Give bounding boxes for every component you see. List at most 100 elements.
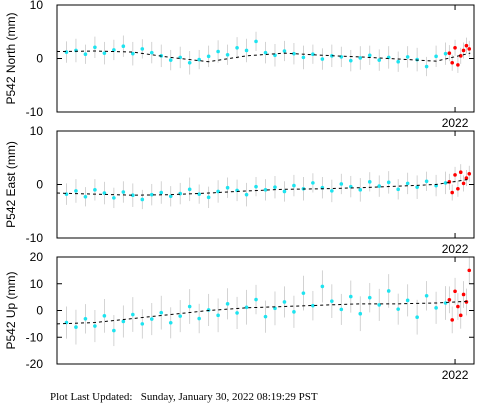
data-point bbox=[244, 192, 249, 197]
data-point bbox=[83, 195, 88, 199]
data-point bbox=[367, 295, 372, 300]
data-point bbox=[464, 176, 469, 180]
data-point bbox=[244, 48, 249, 53]
data-point bbox=[453, 289, 457, 294]
data-point bbox=[197, 316, 201, 321]
data-point bbox=[263, 188, 268, 192]
data-point bbox=[292, 51, 296, 56]
data-point bbox=[282, 189, 287, 194]
y-tick-label: -10 bbox=[26, 330, 44, 344]
y-tick-label: 20 bbox=[30, 250, 44, 264]
data-point bbox=[386, 180, 391, 185]
data-point bbox=[424, 64, 429, 69]
data-point bbox=[396, 187, 400, 192]
model-line bbox=[57, 178, 471, 196]
data-point bbox=[140, 197, 145, 202]
data-point bbox=[358, 188, 363, 192]
data-point bbox=[456, 304, 460, 309]
data-point bbox=[83, 52, 88, 57]
y-tick-label: -20 bbox=[26, 357, 44, 371]
y-tick-label: -10 bbox=[26, 231, 44, 245]
data-point bbox=[131, 193, 135, 197]
y-tick-label: 0 bbox=[36, 52, 43, 66]
data-point bbox=[339, 182, 344, 186]
data-point bbox=[456, 63, 460, 67]
data-point bbox=[93, 188, 97, 192]
data-point bbox=[434, 54, 438, 59]
data-point bbox=[187, 187, 192, 192]
data-point bbox=[64, 50, 69, 54]
data-point bbox=[112, 196, 116, 200]
y-tick-label: 10 bbox=[30, 0, 44, 12]
y-axis-label: P542 Up (mm) bbox=[4, 271, 18, 349]
data-point bbox=[273, 185, 277, 189]
plot-area bbox=[57, 31, 472, 77]
data-point bbox=[216, 49, 220, 54]
y-tick-label: 0 bbox=[36, 304, 43, 318]
data-point bbox=[311, 52, 315, 57]
data-point bbox=[273, 306, 277, 311]
plot-area bbox=[57, 164, 472, 210]
data-point bbox=[405, 298, 410, 303]
data-point bbox=[453, 173, 457, 177]
data-point bbox=[367, 180, 372, 184]
data-point bbox=[443, 51, 448, 56]
data-point bbox=[235, 46, 239, 50]
y-tick-label: 10 bbox=[30, 277, 44, 291]
data-point bbox=[254, 184, 258, 189]
data-point bbox=[458, 170, 463, 174]
data-point bbox=[456, 186, 460, 191]
data-point bbox=[121, 319, 126, 324]
data-point bbox=[197, 192, 201, 196]
data-point bbox=[461, 48, 466, 53]
data-point bbox=[377, 58, 382, 62]
data-point bbox=[159, 310, 164, 315]
footer: Plot Last Updated: Sunday, January 30, 2… bbox=[50, 391, 318, 403]
data-point bbox=[461, 181, 466, 186]
data-point bbox=[121, 190, 126, 194]
data-point bbox=[467, 172, 472, 176]
data-point bbox=[461, 292, 466, 297]
x-tick-label: 2022 bbox=[442, 116, 469, 130]
data-point bbox=[443, 301, 448, 305]
data-point bbox=[168, 321, 173, 325]
data-point bbox=[131, 51, 135, 56]
data-point bbox=[320, 284, 325, 289]
data-point bbox=[121, 44, 126, 48]
data-point bbox=[443, 181, 448, 185]
data-point bbox=[450, 190, 455, 195]
data-point bbox=[415, 315, 419, 319]
data-point bbox=[74, 189, 78, 193]
data-point bbox=[447, 51, 452, 55]
data-point bbox=[311, 181, 315, 185]
data-point bbox=[311, 303, 315, 308]
data-point bbox=[348, 294, 353, 299]
data-point bbox=[330, 189, 334, 193]
data-point bbox=[178, 191, 183, 196]
data-point bbox=[197, 57, 201, 62]
y-tick-label: 0 bbox=[36, 178, 43, 192]
data-point bbox=[216, 313, 220, 318]
data-point bbox=[377, 184, 382, 188]
data-point bbox=[140, 322, 145, 326]
data-point bbox=[464, 300, 469, 304]
data-point bbox=[131, 312, 135, 317]
data-point bbox=[93, 324, 97, 328]
y-tick-label: -10 bbox=[26, 105, 44, 119]
data-point bbox=[112, 48, 116, 52]
data-point bbox=[187, 60, 192, 65]
data-point bbox=[273, 53, 277, 58]
data-point bbox=[206, 195, 211, 200]
data-point bbox=[254, 39, 258, 44]
data-point bbox=[149, 192, 154, 197]
data-point bbox=[367, 53, 372, 58]
data-point bbox=[358, 311, 363, 316]
model-line bbox=[57, 300, 471, 325]
data-point bbox=[254, 297, 258, 302]
data-point bbox=[282, 300, 287, 304]
data-point bbox=[292, 310, 296, 314]
plot-area bbox=[57, 257, 472, 347]
data-point bbox=[348, 58, 353, 63]
data-point bbox=[263, 314, 268, 319]
